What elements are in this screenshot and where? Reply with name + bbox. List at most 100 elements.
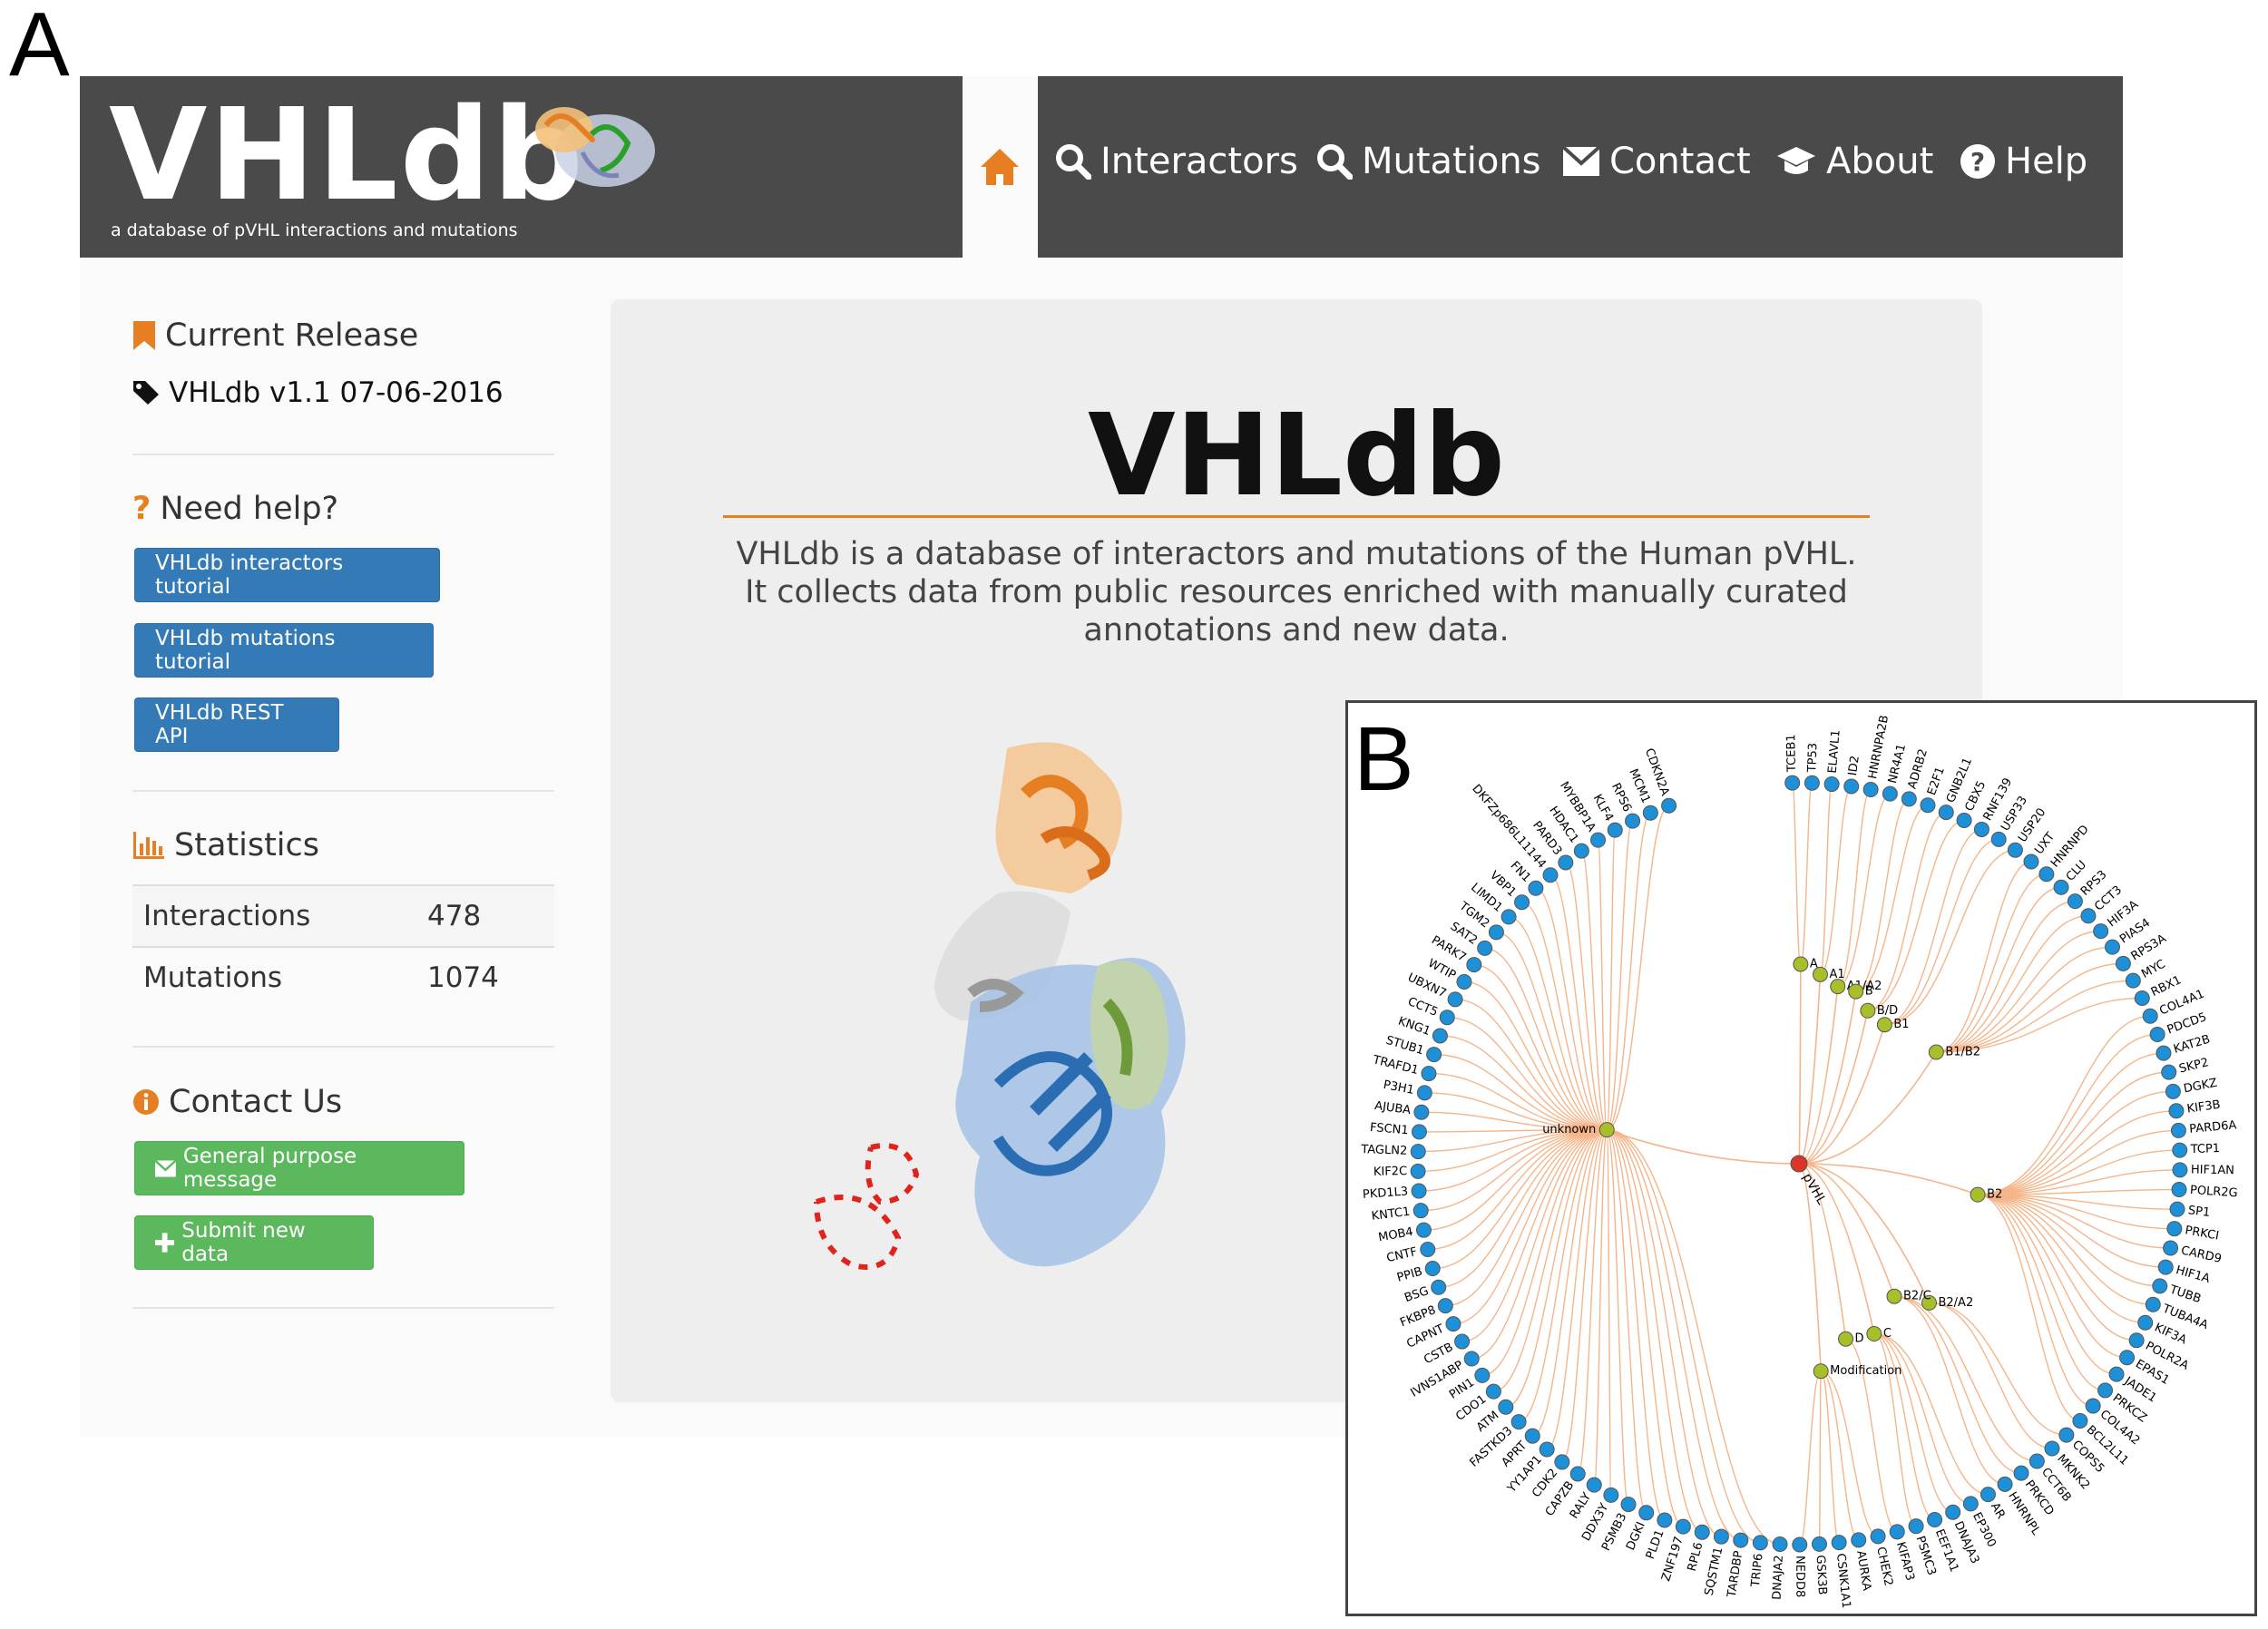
group-node[interactable] bbox=[1860, 1002, 1876, 1019]
leaf-node[interactable] bbox=[1694, 1524, 1710, 1540]
leaf-node[interactable] bbox=[2156, 1045, 2172, 1061]
leaf-node[interactable] bbox=[2149, 1027, 2165, 1043]
leaf-node[interactable] bbox=[1416, 1085, 1432, 1101]
leaf-node[interactable] bbox=[1956, 813, 1972, 829]
mutations-tutorial-button[interactable]: VHLdb mutations tutorial bbox=[134, 623, 434, 678]
group-node[interactable] bbox=[1921, 1294, 1937, 1311]
leaf-node[interactable] bbox=[1590, 832, 1607, 848]
leaf-node[interactable] bbox=[1657, 1512, 1673, 1528]
leaf-node[interactable] bbox=[2145, 1296, 2161, 1312]
leaf-node[interactable] bbox=[2097, 1382, 2114, 1399]
group-node[interactable] bbox=[1866, 1326, 1882, 1342]
leaf-node[interactable] bbox=[2161, 1064, 2177, 1080]
leaf-node[interactable] bbox=[1620, 1497, 1637, 1513]
leaf-node[interactable] bbox=[1524, 1428, 1540, 1444]
leaf-node[interactable] bbox=[1411, 1183, 1427, 1199]
leaf-node[interactable] bbox=[2172, 1142, 2188, 1158]
leaf-node[interactable] bbox=[1439, 1010, 1455, 1026]
leaf-node[interactable] bbox=[1424, 1261, 1441, 1277]
leaf-node[interactable] bbox=[1413, 1203, 1429, 1219]
leaf-node[interactable] bbox=[1447, 991, 1463, 1008]
leaf-node[interactable] bbox=[2108, 1366, 2125, 1382]
leaf-node[interactable] bbox=[1792, 1536, 1808, 1553]
leaf-node[interactable] bbox=[1528, 880, 1544, 896]
leaf-node[interactable] bbox=[1485, 1383, 1501, 1400]
leaf-node[interactable] bbox=[1413, 1104, 1430, 1120]
leaf-node[interactable] bbox=[1514, 894, 1530, 911]
submit-new-data-button[interactable]: Submit new data bbox=[134, 1215, 374, 1270]
leaf-node[interactable] bbox=[1851, 1532, 1867, 1548]
leaf-node[interactable] bbox=[1973, 821, 1989, 837]
leaf-node[interactable] bbox=[2053, 879, 2069, 895]
leaf-node[interactable] bbox=[1603, 1487, 1619, 1503]
leaf-node[interactable] bbox=[1997, 1476, 2013, 1492]
leaf-node[interactable] bbox=[1426, 1047, 1442, 1063]
leaf-node[interactable] bbox=[2028, 1453, 2045, 1469]
leaf-node[interactable] bbox=[1558, 854, 1574, 871]
leaf-node[interactable] bbox=[1420, 1241, 1436, 1257]
leaf-node[interactable] bbox=[2044, 1440, 2060, 1457]
leaf-node[interactable] bbox=[1784, 775, 1801, 791]
group-node[interactable] bbox=[1876, 1017, 1892, 1033]
leaf-node[interactable] bbox=[1675, 1518, 1691, 1535]
leaf-node[interactable] bbox=[1510, 1414, 1527, 1430]
group-node[interactable] bbox=[1813, 1363, 1829, 1380]
leaf-node[interactable] bbox=[2013, 1465, 2029, 1481]
leaf-node[interactable] bbox=[2166, 1221, 2183, 1237]
leaf-node[interactable] bbox=[1901, 791, 1917, 807]
leaf-node[interactable] bbox=[2007, 842, 2023, 858]
leaf-node[interactable] bbox=[1463, 1351, 1480, 1367]
leaf-node[interactable] bbox=[1569, 1466, 1586, 1482]
leaf-node[interactable] bbox=[2119, 1350, 2136, 1366]
leaf-node[interactable] bbox=[1642, 805, 1658, 821]
group-node[interactable] bbox=[1830, 979, 1846, 995]
general-message-button[interactable]: General purpose message bbox=[134, 1141, 464, 1195]
leaf-node[interactable] bbox=[1539, 1441, 1555, 1458]
group-node[interactable] bbox=[1812, 966, 1828, 982]
interactors-tutorial-button[interactable]: VHLdb interactors tutorial bbox=[134, 548, 440, 602]
leaf-node[interactable] bbox=[2085, 1398, 2101, 1414]
leaf-node[interactable] bbox=[1421, 1066, 1437, 1082]
group-node[interactable] bbox=[1838, 1331, 1854, 1347]
leaf-node[interactable] bbox=[2093, 923, 2109, 940]
leaf-node[interactable] bbox=[1410, 1144, 1426, 1160]
leaf-node[interactable] bbox=[2171, 1182, 2187, 1198]
leaf-node[interactable] bbox=[1920, 797, 1936, 814]
leaf-node[interactable] bbox=[2168, 1103, 2185, 1119]
home-nav-item[interactable] bbox=[963, 76, 1038, 258]
leaf-node[interactable] bbox=[1625, 813, 1641, 829]
leaf-node[interactable] bbox=[2152, 1278, 2168, 1294]
nav-mutations[interactable]: Mutations bbox=[1316, 141, 1541, 182]
group-node[interactable] bbox=[1886, 1288, 1902, 1304]
leaf-node[interactable] bbox=[1804, 775, 1820, 791]
leaf-node[interactable] bbox=[1431, 1279, 1447, 1295]
leaf-node[interactable] bbox=[2104, 939, 2120, 955]
leaf-node[interactable] bbox=[1498, 1399, 1514, 1415]
leaf-node[interactable] bbox=[1831, 1535, 1847, 1551]
leaf-node[interactable] bbox=[2142, 1008, 2158, 1024]
leaf-node[interactable] bbox=[2115, 955, 2131, 971]
leaf-node[interactable] bbox=[1945, 1504, 1961, 1520]
leaf-node[interactable] bbox=[1823, 776, 1840, 793]
leaf-node[interactable] bbox=[1586, 1477, 1602, 1493]
leaf-node[interactable] bbox=[1456, 973, 1472, 990]
leaf-node[interactable] bbox=[2134, 990, 2150, 1006]
leaf-node[interactable] bbox=[2169, 1201, 2185, 1217]
leaf-node[interactable] bbox=[1889, 1524, 1905, 1540]
leaf-node[interactable] bbox=[2137, 1314, 2154, 1331]
leaf-node[interactable] bbox=[1713, 1528, 1729, 1545]
leaf-node[interactable] bbox=[1733, 1532, 1749, 1548]
leaf-node[interactable] bbox=[1501, 909, 1517, 925]
leaf-node[interactable] bbox=[1474, 1367, 1491, 1383]
leaf-node[interactable] bbox=[1542, 867, 1559, 883]
leaf-node[interactable] bbox=[1466, 957, 1482, 973]
leaf-node[interactable] bbox=[1980, 1487, 1996, 1503]
leaf-node[interactable] bbox=[1410, 1163, 1426, 1179]
leaf-node[interactable] bbox=[2157, 1259, 2174, 1275]
leaf-node[interactable] bbox=[1411, 1124, 1427, 1140]
leaf-node[interactable] bbox=[1638, 1505, 1655, 1521]
leaf-node[interactable] bbox=[2023, 854, 2039, 870]
leaf-node[interactable] bbox=[1752, 1535, 1768, 1551]
leaf-node[interactable] bbox=[2172, 1162, 2188, 1178]
leaf-node[interactable] bbox=[1454, 1333, 1471, 1350]
